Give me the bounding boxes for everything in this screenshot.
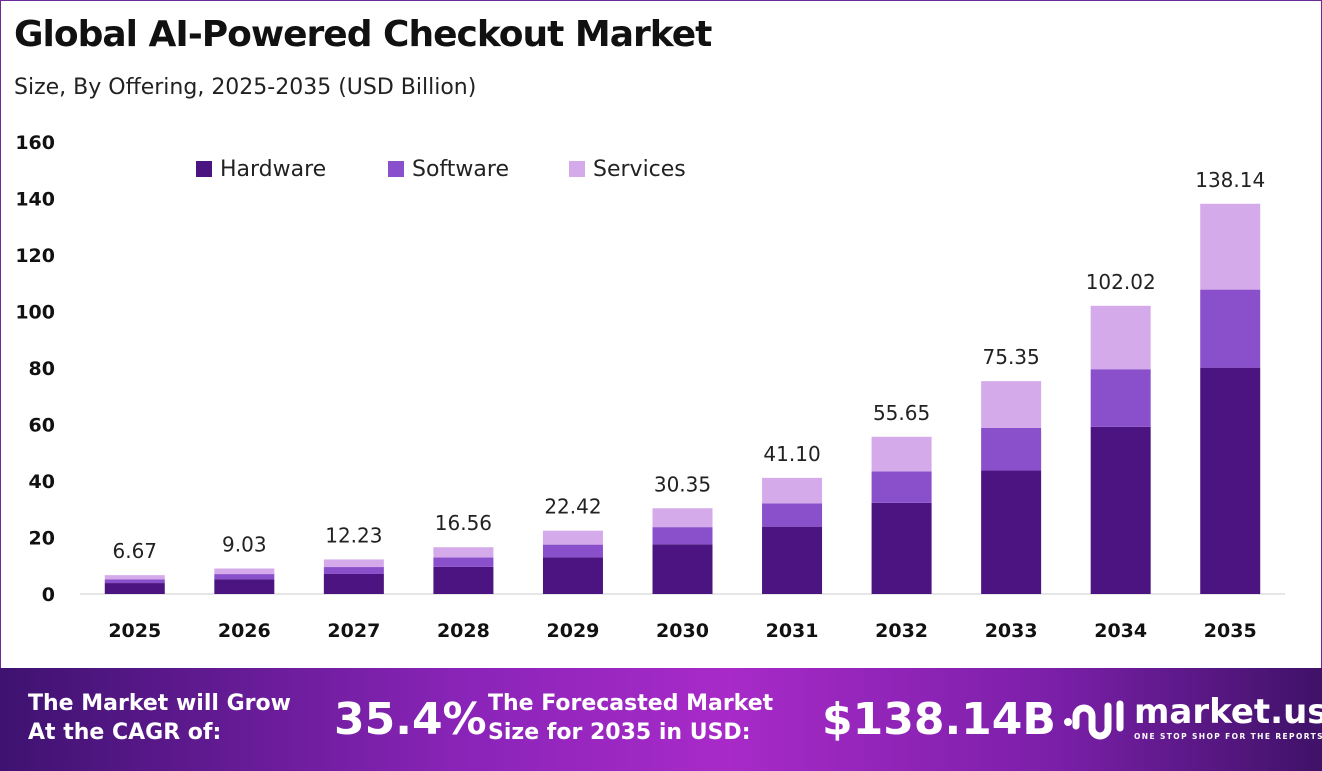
stacked-bar-chart: 0 20 40 60 80 100 120 140 160 6.67 2025 9.03 2026 12.… <box>15 132 1285 642</box>
bar-segment-services <box>981 381 1042 428</box>
bar-segment-software <box>1200 289 1261 368</box>
bar-segment-hardware <box>323 573 384 594</box>
bar-segment-software <box>762 503 823 527</box>
bar-segment-software <box>214 574 275 580</box>
y-tick-label: 20 <box>29 528 55 550</box>
y-tick-label: 120 <box>15 245 55 267</box>
legend-swatch-hardware <box>196 161 212 177</box>
x-tick-label: 2026 <box>218 620 271 642</box>
total-data-label: 6.67 <box>113 539 158 563</box>
bar-segment-software <box>542 544 603 558</box>
cagr-value: 35.4% <box>334 694 487 745</box>
x-tick-label: 2030 <box>656 620 709 642</box>
market-us-logo: market.us ONE STOP SHOP FOR THE REPORTS <box>1062 692 1322 746</box>
bar-segment-services <box>652 508 713 528</box>
x-tick-label: 2033 <box>985 620 1038 642</box>
bar-segment-hardware <box>652 544 713 594</box>
x-tick-label: 2027 <box>327 620 380 642</box>
y-tick-label: 60 <box>29 415 55 437</box>
y-tick-label: 0 <box>42 584 55 606</box>
total-data-label: 12.23 <box>325 523 382 547</box>
x-tick-label: 2031 <box>766 620 819 642</box>
total-data-label: 22.42 <box>544 495 601 519</box>
legend-label-services: Services <box>593 157 686 182</box>
bar-segment-hardware <box>104 583 165 594</box>
forecast-label: The Forecasted Market Size for 2035 in U… <box>488 689 773 747</box>
y-tick-label: 80 <box>29 358 55 380</box>
x-tick-label: 2028 <box>437 620 490 642</box>
y-tick-label: 40 <box>29 471 55 493</box>
bar-segment-services <box>433 547 494 558</box>
forecast-value: $138.14B <box>822 694 1056 745</box>
x-tick-label: 2029 <box>547 620 600 642</box>
bar-segment-services <box>104 575 165 580</box>
total-data-label: 138.14 <box>1195 168 1265 192</box>
bar-segment-software <box>323 567 384 574</box>
bar-segment-hardware <box>433 566 494 594</box>
bar-segment-hardware <box>1090 426 1151 594</box>
total-data-label: 75.35 <box>983 345 1040 369</box>
bar-segment-hardware <box>762 526 823 594</box>
x-tick-label: 2032 <box>875 620 928 642</box>
bar-segment-software <box>1090 369 1151 427</box>
cagr-label-line1: The Market will Grow <box>28 691 291 716</box>
bar-segment-services <box>1200 203 1261 290</box>
bar-segment-hardware <box>871 502 932 594</box>
bar-segment-services <box>1090 305 1151 370</box>
bar-segment-software <box>433 557 494 567</box>
bar-segment-software <box>981 427 1042 471</box>
bar-segment-software <box>104 579 165 584</box>
bar-segment-hardware <box>542 557 603 594</box>
bar-segment-services <box>323 559 384 568</box>
legend-label-software: Software <box>412 157 509 182</box>
bar-segment-hardware <box>981 470 1042 594</box>
y-tick-label: 140 <box>15 189 55 211</box>
legend-label-hardware: Hardware <box>220 157 326 182</box>
bar-segment-services <box>871 436 932 472</box>
x-tick-label: 2035 <box>1204 620 1257 642</box>
bar-segment-services <box>542 530 603 545</box>
x-tick-label: 2025 <box>108 620 161 642</box>
total-data-label: 55.65 <box>873 401 930 425</box>
cagr-label: The Market will Grow At the CAGR of: <box>28 689 291 747</box>
bar-segment-hardware <box>1200 367 1261 594</box>
chart-title: Global AI-Powered Checkout Market <box>14 14 712 55</box>
forecast-label-line1: The Forecasted Market <box>488 691 774 716</box>
total-data-label: 9.03 <box>222 532 267 556</box>
total-data-label: 102.02 <box>1086 270 1156 294</box>
bar-segment-services <box>214 568 275 575</box>
footer-banner: The Market will Grow At the CAGR of: 35.… <box>0 668 1322 771</box>
bar-segment-software <box>652 527 713 545</box>
logo-tagline: ONE STOP SHOP FOR THE REPORTS <box>1134 732 1322 741</box>
legend-swatch-software <box>388 161 404 177</box>
total-data-label: 16.56 <box>435 511 492 535</box>
logo-mark-icon <box>1064 700 1124 740</box>
bar-segment-services <box>762 477 823 504</box>
bar-segment-software <box>871 471 932 503</box>
x-tick-label: 2034 <box>1094 620 1147 642</box>
total-data-label: 30.35 <box>654 472 711 496</box>
logo-name: market.us <box>1134 692 1322 732</box>
bar-segment-hardware <box>214 579 275 594</box>
chart-subtitle: Size, By Offering, 2025-2035 (USD Billio… <box>14 75 477 100</box>
legend-swatch-services <box>569 161 585 177</box>
total-data-label: 41.10 <box>763 442 820 466</box>
y-tick-label: 160 <box>15 132 55 154</box>
forecast-label-line2: Size for 2035 in USD: <box>488 720 751 745</box>
y-tick-label: 100 <box>15 302 55 324</box>
cagr-label-line2: At the CAGR of: <box>28 720 222 745</box>
